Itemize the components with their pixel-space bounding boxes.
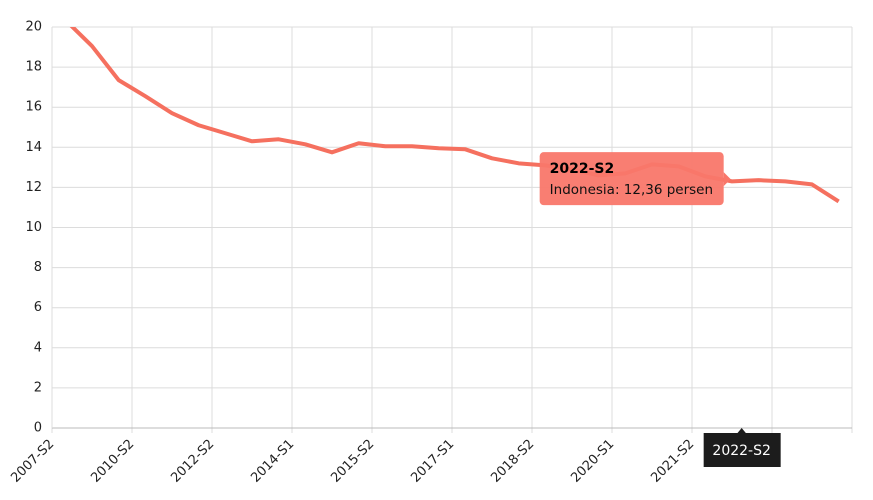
tooltip: 2022-S2 Indonesia: 12,36 persen [539, 152, 731, 206]
x-tick-label: 2010-S2 [88, 437, 137, 486]
x-tick-label: 2017-S1 [408, 437, 457, 486]
y-tick-label: 12 [25, 180, 42, 195]
y-tick-label: 8 [34, 260, 42, 275]
tooltip-box [539, 152, 724, 206]
y-tick-label: 4 [34, 340, 42, 355]
tooltip-label: Indonesia: 12,36 persen [550, 182, 713, 198]
y-tick-label: 16 [25, 100, 42, 115]
crosshair-label-box [703, 433, 781, 467]
y-tick-label: 14 [25, 140, 42, 155]
x-tick-label: 2015-S2 [328, 437, 377, 486]
y-tick-label: 10 [25, 220, 42, 235]
x-tick-label: 2014-S1 [248, 437, 297, 486]
y-tick-label: 18 [25, 60, 42, 75]
x-tick-label: 2020-S1 [568, 437, 617, 486]
tooltip-title: 2022-S2 [550, 161, 615, 177]
x-tick-label: 2021-S2 [648, 437, 697, 486]
x-tick-label: 2012-S2 [168, 437, 217, 486]
tooltip-caret [723, 172, 731, 187]
y-tick-label: 0 [34, 421, 42, 436]
crosshair-label-pointer [736, 428, 747, 434]
y-tick-label: 6 [34, 300, 42, 315]
crosshair-label: 2022-S2 [712, 443, 770, 459]
y-tick-label: 2 [34, 380, 42, 395]
x-tick-label: 2018-S2 [488, 437, 537, 486]
x-tick-label: 2007-S2 [8, 437, 57, 486]
y-tick-label: 20 [25, 20, 42, 35]
